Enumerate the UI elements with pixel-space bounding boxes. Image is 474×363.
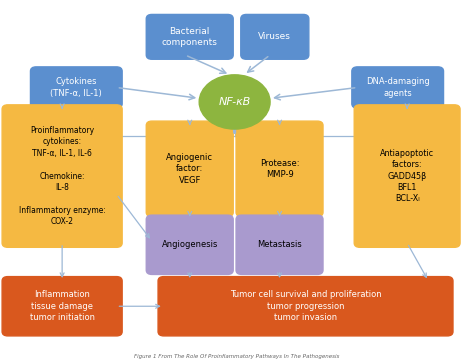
Text: Cytokines
(TNF-α, IL-1): Cytokines (TNF-α, IL-1)	[50, 77, 102, 98]
Text: Proinflammatory
cytokines:
TNF-α, IL-1, IL-6

Chemokine:
IL-8

Inflammatory enzy: Proinflammatory cytokines: TNF-α, IL-1, …	[18, 126, 106, 227]
FancyBboxPatch shape	[30, 67, 122, 108]
FancyBboxPatch shape	[146, 215, 233, 274]
Text: Figure 1 From The Role Of Proinflammatory Pathways In The Pathogenesis: Figure 1 From The Role Of Proinflammator…	[134, 354, 340, 359]
FancyBboxPatch shape	[236, 215, 323, 274]
Text: Tumor cell survival and proliferation
tumor progression
tumor invasion: Tumor cell survival and proliferation tu…	[230, 290, 382, 322]
Text: Protease:
MMP-9: Protease: MMP-9	[260, 159, 299, 179]
FancyBboxPatch shape	[146, 15, 233, 59]
Circle shape	[199, 75, 270, 129]
Text: Bacterial
components: Bacterial components	[162, 26, 218, 47]
Text: Metastasis: Metastasis	[257, 240, 302, 249]
FancyBboxPatch shape	[2, 105, 122, 247]
Text: DNA-damaging
agents: DNA-damaging agents	[366, 77, 429, 98]
FancyBboxPatch shape	[236, 121, 323, 217]
FancyBboxPatch shape	[352, 67, 444, 108]
Text: Angiogenesis: Angiogenesis	[162, 240, 218, 249]
Text: NF-κB: NF-κB	[219, 97, 251, 107]
FancyBboxPatch shape	[158, 277, 453, 336]
Text: Angiogenic
factor:
VEGF: Angiogenic factor: VEGF	[166, 153, 213, 185]
Text: Inflammation
tissue damage
tumor initiation: Inflammation tissue damage tumor initiat…	[30, 290, 95, 322]
Text: Antiapoptotic
factors:
GADD45β
BFL1
BCL-Xₗ: Antiapoptotic factors: GADD45β BFL1 BCL-…	[380, 149, 434, 204]
FancyBboxPatch shape	[2, 277, 122, 336]
FancyBboxPatch shape	[354, 105, 460, 247]
FancyBboxPatch shape	[146, 121, 233, 217]
FancyBboxPatch shape	[241, 15, 309, 59]
Text: Viruses: Viruses	[258, 32, 291, 41]
